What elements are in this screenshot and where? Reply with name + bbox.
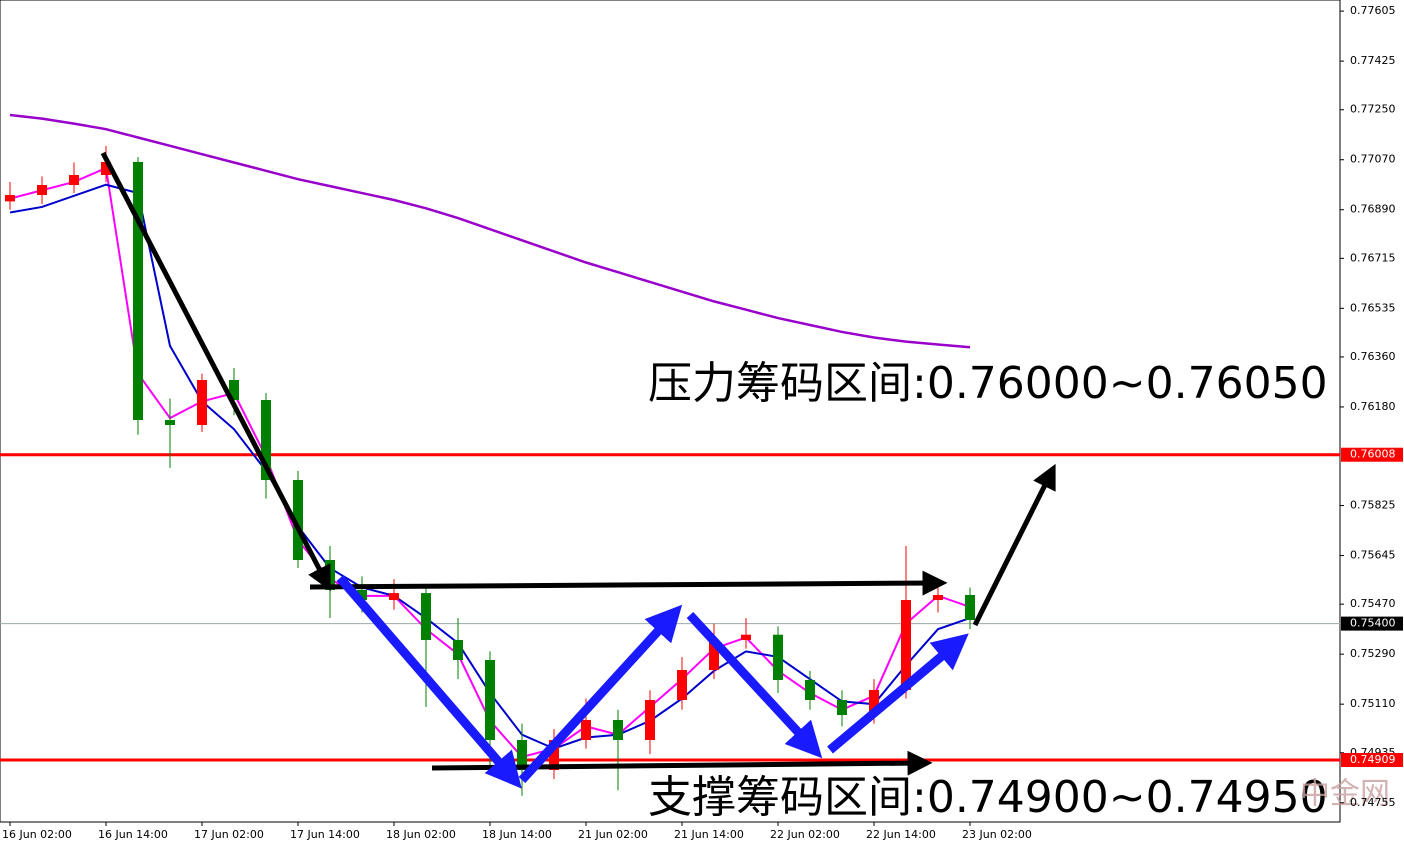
candle-body xyxy=(773,634,783,680)
moving-average xyxy=(9,113,971,349)
y-tick-label: 0.75110 xyxy=(1350,697,1396,710)
candle-body xyxy=(485,660,495,740)
arrow xyxy=(686,611,823,759)
y-tick-label: 0.77425 xyxy=(1350,54,1396,67)
trend-arrows xyxy=(100,151,1056,789)
x-tick-label: 17 Jun 14:00 xyxy=(290,828,360,841)
candle-body xyxy=(933,595,943,600)
y-tick-label: 0.75470 xyxy=(1350,597,1396,610)
candle-body xyxy=(5,195,15,202)
candle-body xyxy=(261,400,271,480)
x-tick-label: 22 Jun 02:00 xyxy=(770,828,840,841)
y-tick-label: 0.77250 xyxy=(1350,103,1396,116)
x-tick-label: 18 Jun 02:00 xyxy=(386,828,456,841)
y-tick-label: 0.76890 xyxy=(1350,203,1396,216)
arrow xyxy=(309,570,948,596)
candle-body xyxy=(677,670,687,700)
x-tick-label: 21 Jun 02:00 xyxy=(578,828,648,841)
x-tick-label: 17 Jun 02:00 xyxy=(194,828,264,841)
y-tick-label: 0.75825 xyxy=(1350,499,1396,512)
x-tick-label: 16 Jun 02:00 xyxy=(2,828,72,841)
x-tick-label: 21 Jun 14:00 xyxy=(674,828,744,841)
candle-body xyxy=(453,640,463,660)
arrow xyxy=(518,604,683,784)
y-tick-label: 0.76180 xyxy=(1350,400,1396,413)
candle-body xyxy=(581,720,591,740)
y-tick-label: 0.75645 xyxy=(1350,549,1396,562)
annotation: 压力筹码区间:0.76000~0.76050 xyxy=(648,358,1328,409)
y-tick-label: 0.77070 xyxy=(1350,153,1396,166)
price-level-tag xyxy=(1341,447,1403,462)
y-tick-label: 0.74755 xyxy=(1350,796,1396,809)
candle-body xyxy=(293,480,303,560)
y-tick-label: 0.76715 xyxy=(1350,251,1396,264)
candle-body xyxy=(869,690,879,715)
candle-body xyxy=(901,600,911,690)
candle-body xyxy=(645,700,655,740)
candle-body xyxy=(965,595,975,620)
y-tick-label: 0.76360 xyxy=(1350,350,1396,363)
current-price-label: 0.75400 xyxy=(1350,617,1396,630)
candle-body xyxy=(69,175,79,185)
arrow xyxy=(972,463,1056,627)
candle-body xyxy=(133,161,143,420)
current-price-tag xyxy=(1341,616,1403,631)
arrow xyxy=(827,633,969,754)
candle-body xyxy=(613,720,623,740)
price-level-label: 0.76008 xyxy=(1350,448,1396,461)
marks xyxy=(0,113,1340,796)
arrow xyxy=(336,575,522,789)
x-tick-label: 23 Jun 02:00 xyxy=(962,828,1032,841)
watermark: 中金网 xyxy=(1300,777,1390,812)
candle-body xyxy=(741,634,751,640)
annotation: 支撑筹码区间:0.74900~0.74950 xyxy=(648,772,1328,823)
candle-body xyxy=(229,380,239,400)
candle-body xyxy=(709,640,719,670)
candle-body xyxy=(421,593,431,640)
candle-body xyxy=(165,420,175,425)
plot-frame xyxy=(0,0,1341,823)
candle-body xyxy=(517,740,527,770)
candle-body xyxy=(37,185,47,195)
candle-body xyxy=(101,161,111,175)
candle-body xyxy=(549,740,559,770)
y-tick-label: 0.75290 xyxy=(1350,647,1396,660)
x-tick-label: 16 Jun 14:00 xyxy=(98,828,168,841)
price-level-tag xyxy=(1341,753,1403,767)
y-tick-label: 0.77605 xyxy=(1350,4,1396,17)
candle-body xyxy=(837,700,847,715)
arrow xyxy=(100,151,331,592)
candle-body xyxy=(357,590,367,600)
candle-body xyxy=(389,593,399,600)
x-tick-label: 22 Jun 14:00 xyxy=(866,828,936,841)
candle-body xyxy=(805,680,815,700)
price-level-label: 0.74909 xyxy=(1350,753,1396,766)
y-tick-label: 0.76535 xyxy=(1350,301,1396,314)
candle-body xyxy=(197,380,207,425)
x-tick-label: 18 Jun 14:00 xyxy=(482,828,552,841)
